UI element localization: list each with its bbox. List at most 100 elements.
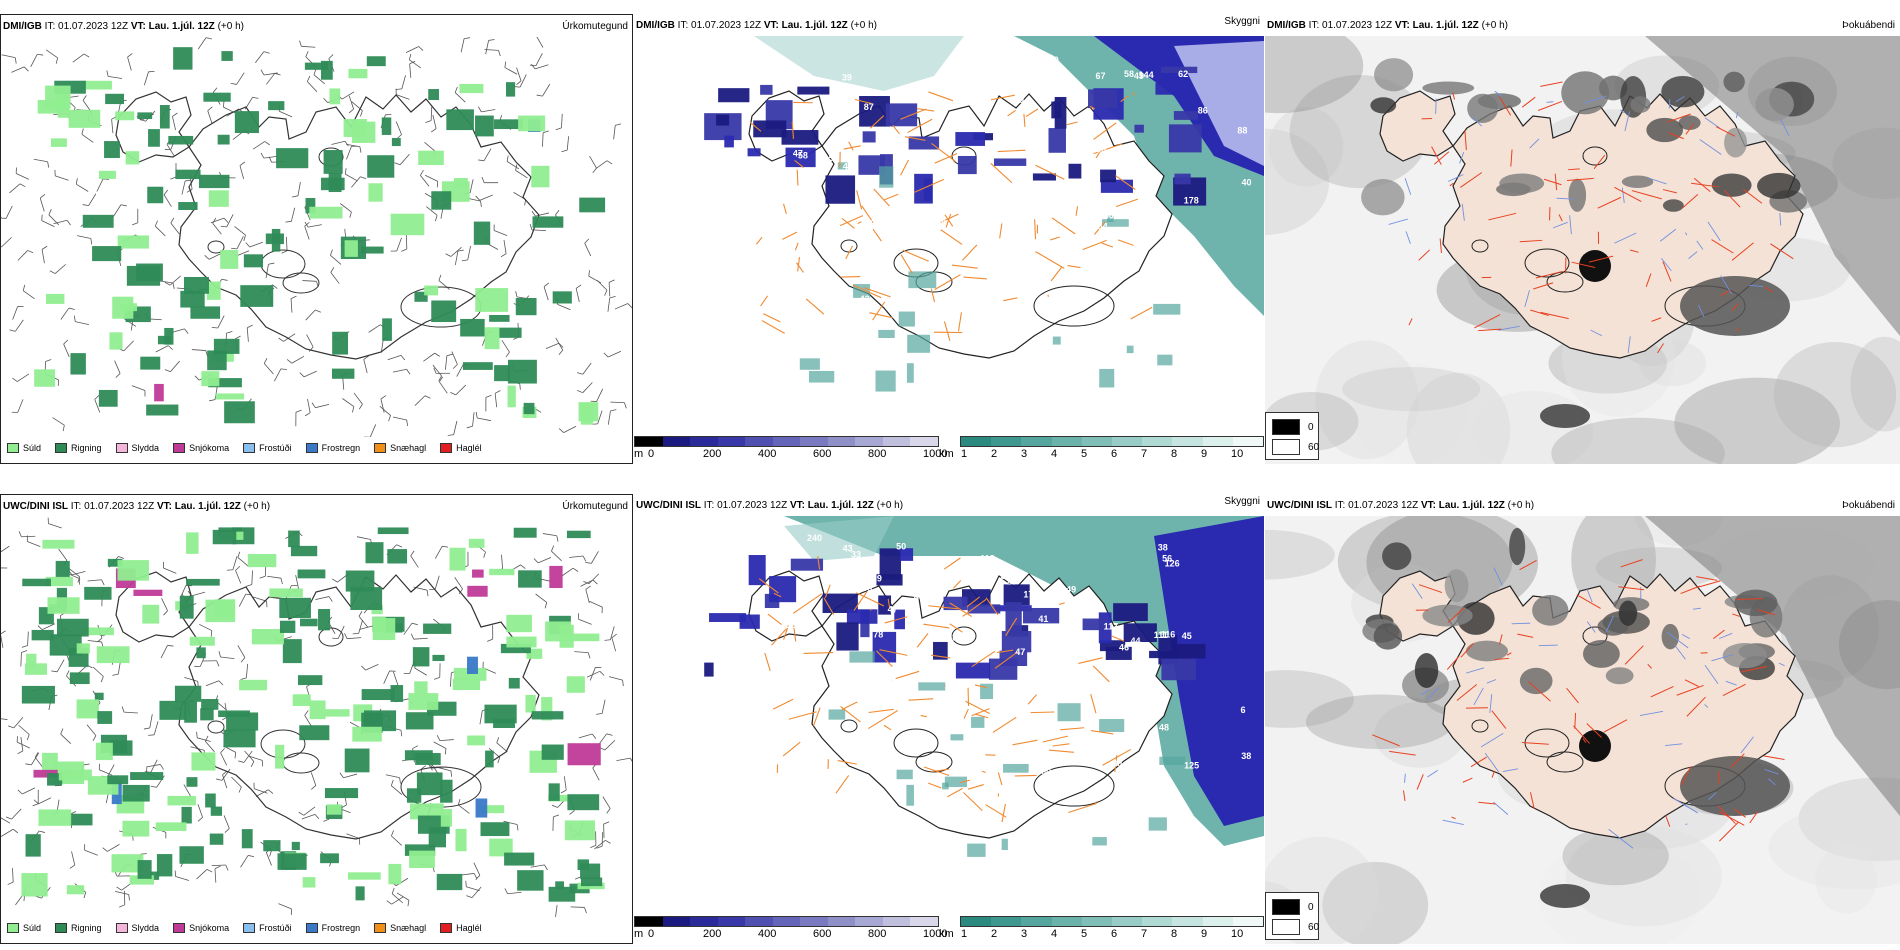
fog-legend-item: 0 — [1272, 419, 1314, 435]
visibility-value-label: 47 — [793, 149, 803, 159]
colorbar-tick: 7 — [1141, 448, 1148, 460]
visibility-value-label: 80 — [1104, 211, 1114, 221]
visibility-value-label: 30 — [1112, 759, 1122, 769]
visibility-value-label: 42 — [1079, 629, 1089, 639]
colorbar-tick: 600 — [813, 928, 832, 940]
colorbar-segment — [1172, 917, 1203, 926]
colorbar-tick: 8 — [1171, 448, 1178, 460]
product-title: Skyggni — [1224, 16, 1260, 27]
visibility-value-label: 46 — [1119, 643, 1129, 653]
legend-label: Frostúði — [259, 443, 292, 453]
colorbar-tick: 200 — [703, 448, 722, 460]
colorbar-segment — [1202, 917, 1233, 926]
visibility-value-label: 92 — [960, 723, 970, 733]
legend-swatch — [173, 443, 186, 453]
legend-item: Snæhagl — [374, 923, 426, 933]
colorbar-tick: 3 — [1021, 448, 1028, 460]
legend-label: Haglél — [456, 443, 482, 453]
precip-map — [1, 517, 632, 917]
legend-swatch — [115, 443, 128, 453]
colorbar-tick: 0 — [648, 928, 655, 940]
colorbar-tick: 9 — [1201, 448, 1208, 460]
legend-swatch — [115, 923, 128, 933]
fog-legend-item: 60 — [1272, 439, 1319, 455]
visibility-value-label: 57 — [925, 160, 935, 170]
visibility-value-label: 39 — [842, 72, 852, 82]
colorbar-segment — [961, 917, 992, 926]
colorbar-tick: 400 — [758, 448, 777, 460]
colorbar-tick: 2 — [991, 448, 998, 460]
visibility-value-label: 88 — [1237, 125, 1247, 135]
visibility-value-label: 40 — [1049, 55, 1059, 65]
legend-item: Súld — [7, 443, 41, 453]
legend-item: Súld — [7, 923, 41, 933]
visibility-value-label: 62 — [1178, 69, 1188, 79]
legend-item: Slydda — [115, 923, 159, 933]
colorbar-segment — [772, 917, 801, 926]
legend-swatch — [55, 443, 68, 453]
colorbar-segment — [1051, 437, 1082, 446]
visibility-value-label: 53 — [784, 191, 794, 201]
colorbar-segment — [855, 437, 883, 446]
legend-label: Súld — [23, 923, 42, 933]
visibility-value-label: 44 — [1131, 636, 1141, 646]
legend-swatch — [55, 923, 68, 933]
visibility-value-label: 174 — [1023, 590, 1038, 600]
panel-precip-dmi: DMI/IGB IT: 01.07.2023 12Z VT: Lau. 1.jú… — [0, 14, 633, 464]
visibility-value-label: 48 — [1001, 62, 1011, 72]
colorbar-segment — [635, 917, 663, 926]
panel-title: UWC/DINI ISL IT: 01.07.2023 12Z VT: Lau.… — [1267, 500, 1535, 511]
colorbar-segment — [1172, 437, 1203, 446]
legend-item: Rigning — [55, 443, 102, 453]
visibility-value-label: 42 — [860, 294, 870, 304]
colorbar-tick: 7 — [1141, 928, 1148, 940]
colorbar-segment — [662, 917, 691, 926]
panel-title: UWC/DINI ISL IT: 01.07.2023 12Z VT: Lau.… — [636, 500, 904, 511]
legend-item: Haglél — [440, 443, 482, 453]
visibility-value-label: 112 — [980, 554, 995, 564]
colorbar-segment — [1232, 437, 1264, 446]
colorbar-tick: 800 — [868, 448, 887, 460]
visibility-value-label: 47 — [1015, 647, 1025, 657]
visibility-value-label: 48 — [829, 217, 839, 227]
visibility-value-label: 32 — [785, 620, 795, 630]
legend-swatch — [243, 443, 256, 453]
visibility-value-label: 144 — [1139, 70, 1154, 80]
colorbar-segment — [800, 917, 828, 926]
legend-item: Haglél — [440, 923, 482, 933]
visibility-value-label: 49 — [869, 174, 879, 184]
visibility-value-label: 60 — [1041, 767, 1051, 777]
colorbar-segment — [910, 917, 939, 926]
visibility-value-label: 39 — [872, 574, 882, 584]
legend-swatch — [173, 923, 186, 933]
legend-swatch — [374, 923, 387, 933]
visibility-value-label: 48 — [1159, 722, 1169, 732]
colorbar-segment — [745, 917, 773, 926]
visibility-value-label: 125 — [1184, 761, 1199, 771]
visibility-value-label: 87 — [864, 102, 874, 112]
legend-swatch — [374, 443, 387, 453]
visibility-value-label: 178 — [1184, 196, 1199, 206]
legend-item: Snæhagl — [374, 443, 426, 453]
visibility-value-label: 54 — [1098, 221, 1108, 231]
colorbar-segment — [1112, 917, 1143, 926]
product-title: Þokuábendi — [1842, 20, 1895, 31]
legend-swatch — [440, 443, 453, 453]
colorbar-unit: km — [939, 928, 954, 940]
legend-label: Frostregn — [321, 923, 361, 933]
legend-swatch — [243, 923, 256, 933]
colorbar-segment — [855, 917, 883, 926]
visibility-value-label: 58 — [1124, 69, 1134, 79]
visibility-value-label: 111 — [1154, 630, 1168, 640]
visibility-value-label: 38 — [1241, 751, 1251, 761]
visibility-value-label: 568 — [903, 740, 918, 750]
legend-label: Snjókoma — [189, 443, 230, 453]
visibility-value-label: 49 — [1134, 71, 1144, 81]
colorbar-segment — [991, 437, 1022, 446]
fog-legend-swatch — [1272, 919, 1300, 935]
panel-title: DMI/IGB IT: 01.07.2023 12Z VT: Lau. 1.jú… — [636, 20, 877, 31]
elevation-colorbar — [634, 436, 939, 447]
visibility-value-label: 43 — [843, 543, 853, 553]
product-title: Skyggni — [1224, 496, 1260, 507]
visibility-value-label: 33 — [851, 550, 861, 560]
